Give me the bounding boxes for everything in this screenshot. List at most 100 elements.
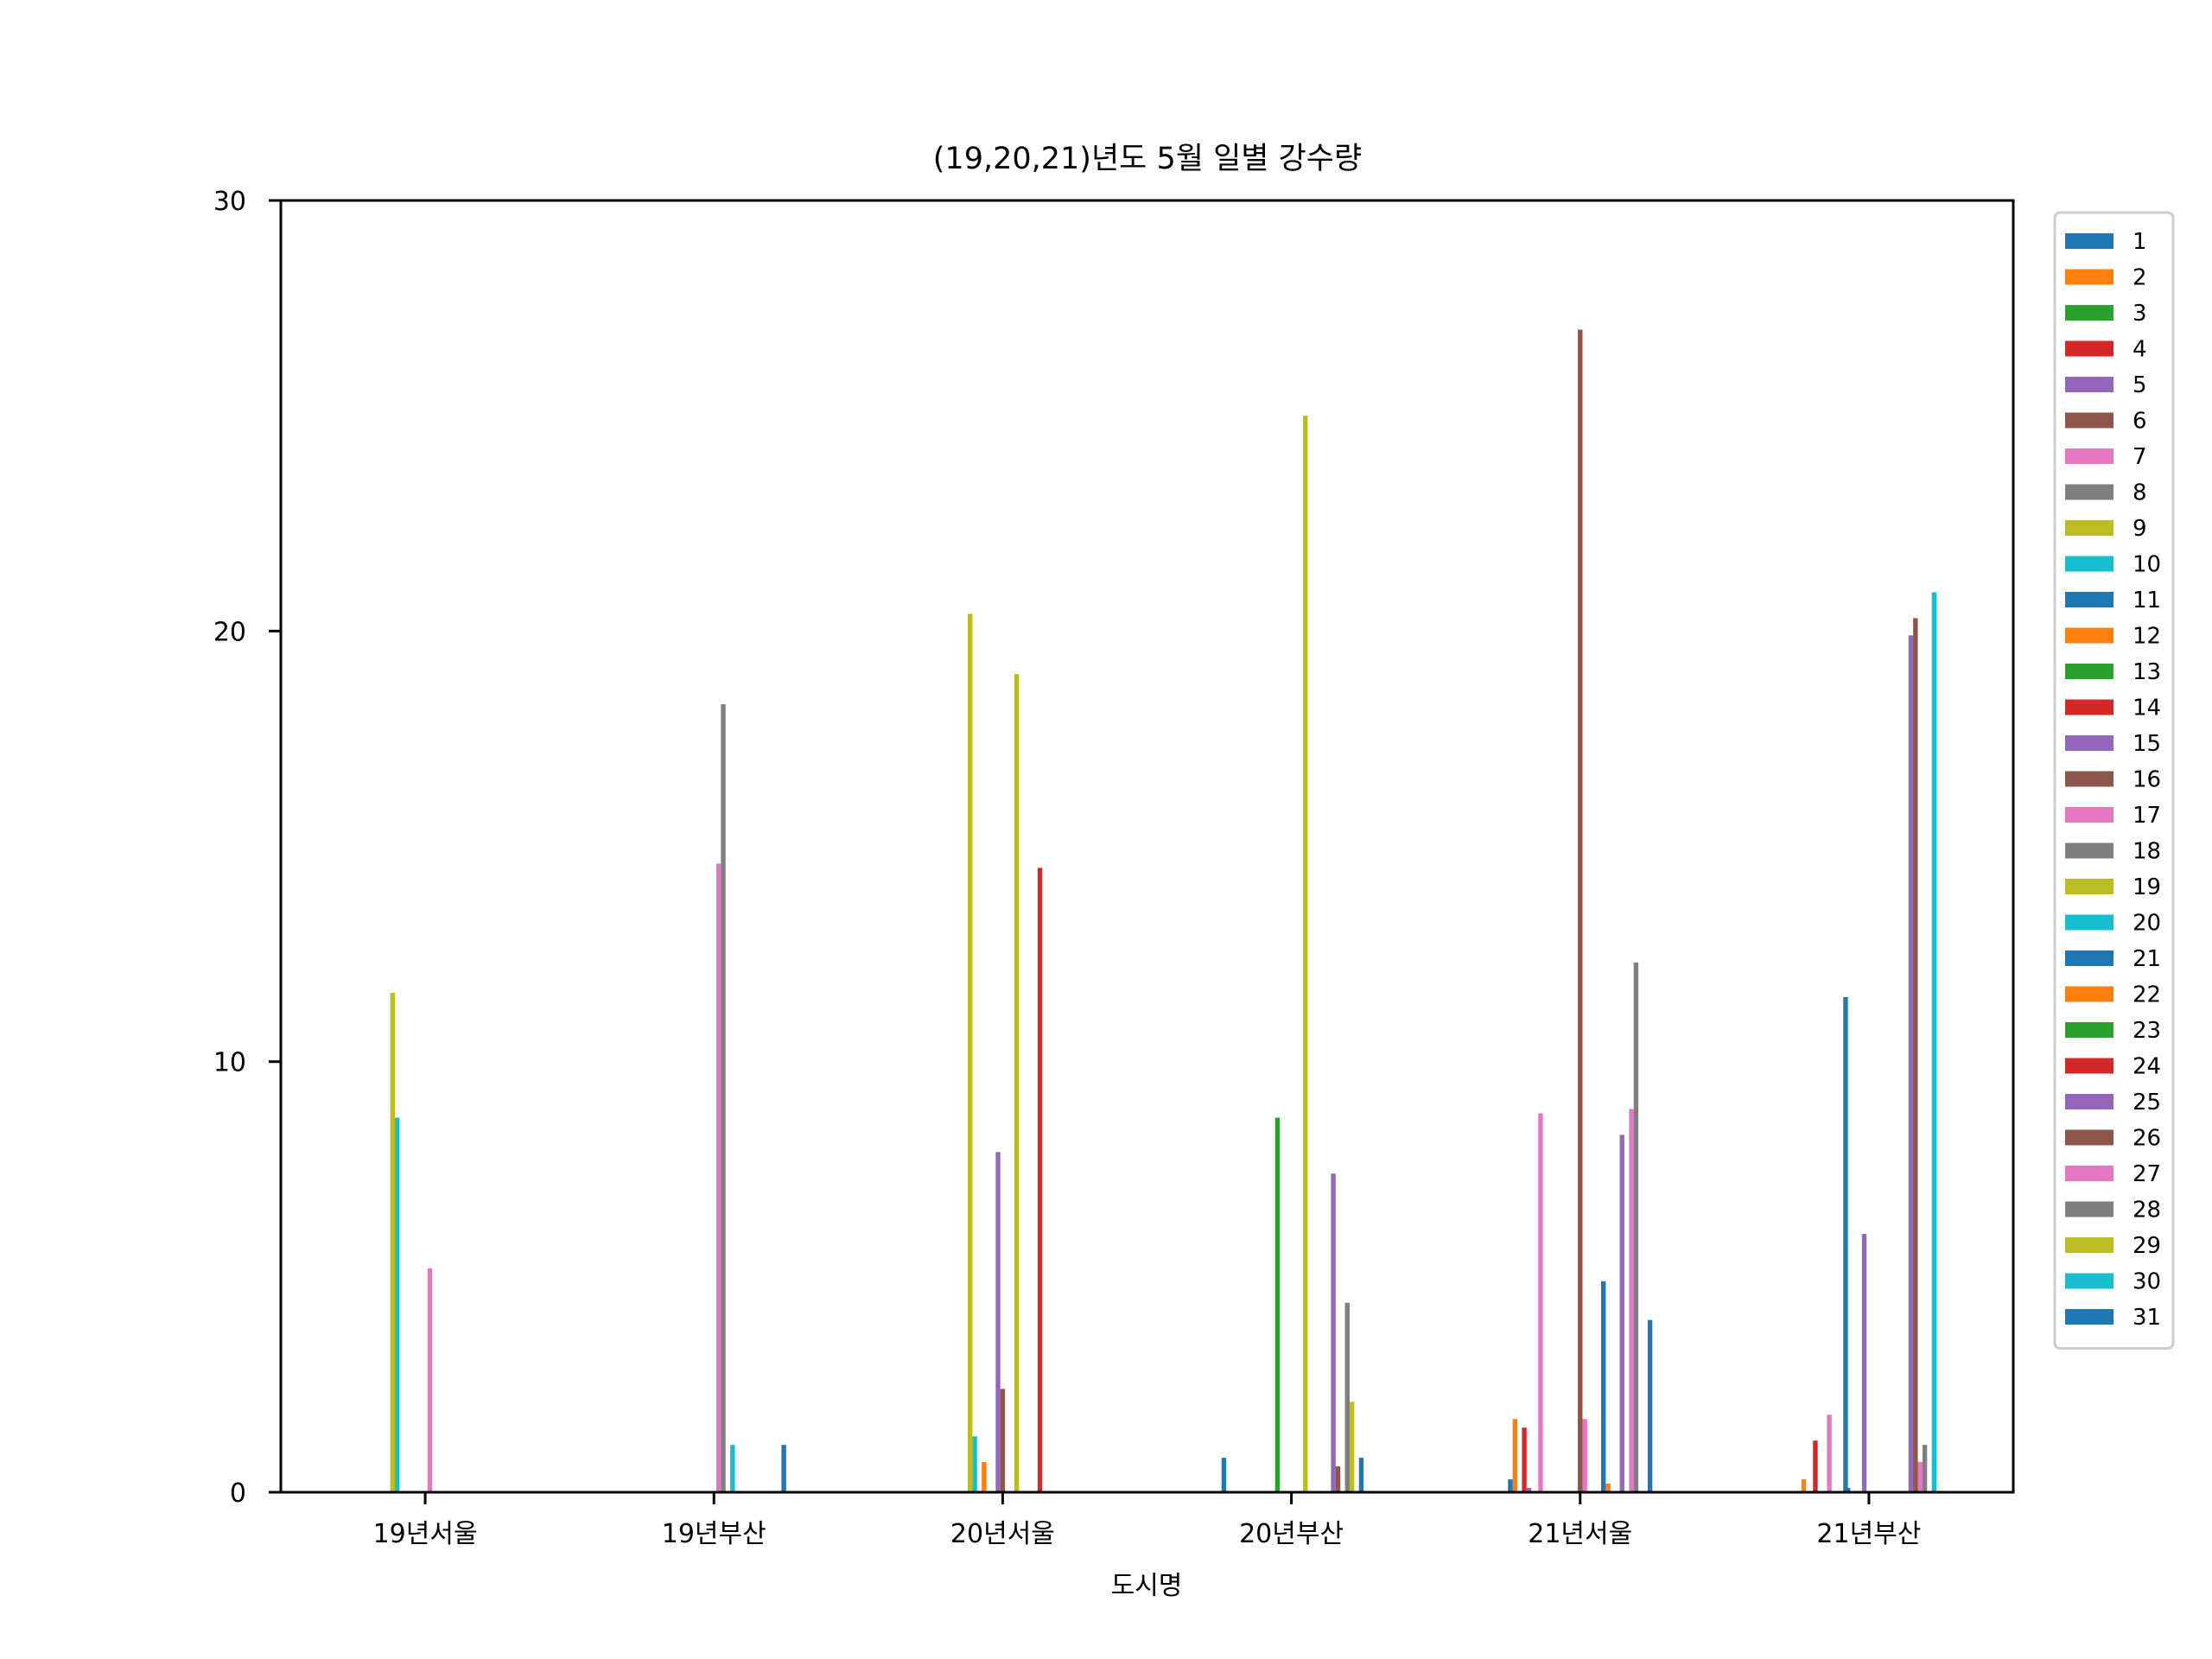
legend-label: 29 xyxy=(2133,1233,2161,1259)
bar-2-5 xyxy=(1801,1479,1807,1492)
bar-17-0 xyxy=(427,1268,433,1492)
bar-16-4 xyxy=(1578,329,1583,1492)
legend-label: 16 xyxy=(2133,767,2161,793)
legend-swatch xyxy=(2065,269,2113,285)
bar-5-4 xyxy=(1526,1488,1532,1492)
legend-label: 26 xyxy=(2133,1126,2161,1152)
bar-11-5 xyxy=(1843,996,1848,1492)
legend-swatch xyxy=(2065,1273,2113,1289)
legend-swatch xyxy=(2065,879,2113,894)
legend-swatch xyxy=(2065,986,2113,1002)
legend-label: 10 xyxy=(2133,552,2161,578)
bar-17-4 xyxy=(1582,1419,1587,1492)
bar-28-3 xyxy=(1344,1302,1350,1492)
legend-swatch xyxy=(2065,448,2113,464)
legend-label: 12 xyxy=(2133,624,2161,650)
legend-swatch xyxy=(2065,1166,2113,1181)
legend-swatch xyxy=(2065,1237,2113,1253)
legend-label: 6 xyxy=(2133,409,2147,435)
bar-16-2 xyxy=(1000,1389,1006,1492)
bar-15-2 xyxy=(995,1152,1001,1492)
y-axis: 0 10 20 30 xyxy=(213,187,281,1509)
legend-swatch xyxy=(2065,950,2113,966)
plot-frame xyxy=(279,199,2015,1494)
bar-10-0 xyxy=(395,1117,400,1492)
legend-label: 18 xyxy=(2133,839,2161,865)
legend-label: 4 xyxy=(2133,337,2147,363)
legend-swatch xyxy=(2065,914,2113,931)
x-tick-label: 21년부산 xyxy=(1816,1519,1921,1549)
legend-label: 21 xyxy=(2133,946,2161,972)
legend-swatch xyxy=(2065,807,2113,823)
y-tick-label: 0 xyxy=(230,1478,246,1509)
x-tick-label: 20년부산 xyxy=(1239,1519,1344,1549)
bar-28-5 xyxy=(1922,1445,1928,1492)
legend-swatch xyxy=(2065,592,2113,607)
chart-title: (19,20,21)년도 5월 일별 강수량 xyxy=(933,142,1362,176)
bar-extra-0 xyxy=(1538,1113,1543,1492)
bar-13-3 xyxy=(1274,1117,1281,1492)
legend-swatch xyxy=(2065,699,2113,715)
bar-extra-4 xyxy=(1221,1458,1227,1492)
bar-25-5 xyxy=(1908,635,1914,1492)
y-tick-label: 20 xyxy=(213,617,246,647)
legend-label: 27 xyxy=(2133,1161,2161,1187)
legend: 1234567891011121314151617181920212223242… xyxy=(2053,211,2175,1350)
legend-label: 28 xyxy=(2133,1198,2161,1224)
legend-swatch xyxy=(2065,1058,2113,1074)
bar-31-1 xyxy=(781,1445,786,1492)
legend-swatch xyxy=(2065,1201,2113,1217)
legend-label: 31 xyxy=(2133,1305,2161,1331)
legend-label: 13 xyxy=(2133,659,2161,685)
legend-swatch xyxy=(2065,627,2113,644)
bar-25-3 xyxy=(1331,1173,1336,1492)
legend-label: 17 xyxy=(2133,803,2161,829)
bar-15-5 xyxy=(1861,1234,1867,1492)
legend-label: 3 xyxy=(2133,301,2147,327)
bar-extra-2 xyxy=(1827,1414,1832,1492)
legend-label: 22 xyxy=(2133,982,2161,1008)
bar-22-4 xyxy=(1605,1484,1611,1492)
bar-28-4 xyxy=(1633,963,1639,1492)
legend-swatch xyxy=(2065,377,2113,392)
legend-swatch xyxy=(2065,340,2113,357)
bar-18-1 xyxy=(721,704,726,1492)
legend-swatch xyxy=(2065,1309,2113,1325)
legend-swatch xyxy=(2065,735,2113,751)
bar-31-3 xyxy=(1358,1458,1364,1492)
bar-25-4 xyxy=(1619,1135,1624,1492)
bar-30-5 xyxy=(1931,592,1937,1492)
legend-label: 25 xyxy=(2133,1090,2161,1116)
legend-swatch xyxy=(2065,1094,2113,1109)
x-axis-label: 도시명 xyxy=(1111,1571,1183,1601)
x-tick-label: 21년서울 xyxy=(1528,1519,1632,1549)
bar-19-2 xyxy=(1014,674,1020,1492)
bar-31-4 xyxy=(1647,1319,1653,1492)
legend-swatch xyxy=(2065,556,2113,572)
bar-24-2 xyxy=(1037,868,1043,1492)
x-tick-label: 19년부산 xyxy=(662,1519,766,1549)
bar-4-4 xyxy=(1522,1427,1527,1492)
legend-label: 15 xyxy=(2133,731,2161,757)
legend-label: 7 xyxy=(2133,444,2147,470)
legend-swatch xyxy=(2065,484,2113,500)
y-tick-label: 10 xyxy=(213,1048,246,1078)
legend-swatch xyxy=(2065,233,2113,249)
legend-label: 19 xyxy=(2133,874,2161,900)
bar-12-2 xyxy=(982,1462,987,1492)
bar-29-3 xyxy=(1349,1402,1355,1492)
bar-extra-3 xyxy=(1845,1488,1851,1492)
legend-label: 2 xyxy=(2133,265,2147,291)
bar-27-4 xyxy=(1629,1109,1634,1492)
legend-swatch xyxy=(2065,771,2113,787)
legend-label: 30 xyxy=(2133,1269,2161,1295)
legend-swatch xyxy=(2065,305,2113,321)
legend-swatch xyxy=(2065,1129,2113,1146)
legend-swatch xyxy=(2065,842,2113,859)
legend-swatch xyxy=(2065,1022,2113,1038)
legend-label: 24 xyxy=(2133,1054,2161,1080)
bar-9-2 xyxy=(967,613,973,1492)
x-tick-label: 19년서울 xyxy=(373,1519,478,1549)
legend-label: 5 xyxy=(2133,372,2147,398)
bar-17-1 xyxy=(715,863,721,1492)
